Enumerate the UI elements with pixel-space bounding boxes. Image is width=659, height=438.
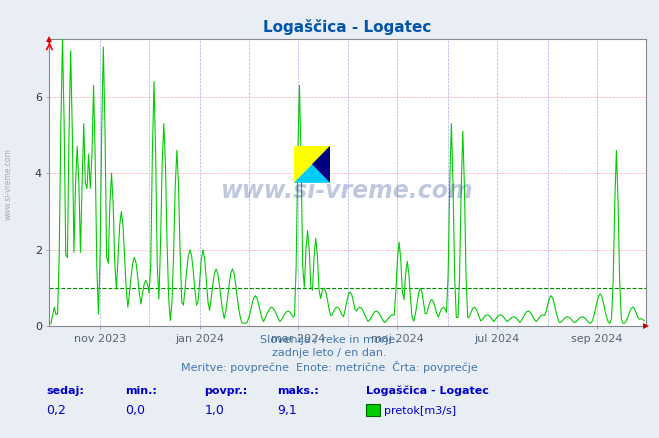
Text: www.si-vreme.com: www.si-vreme.com: [3, 148, 13, 220]
Polygon shape: [294, 145, 330, 183]
Text: povpr.:: povpr.:: [204, 386, 248, 396]
Text: zadnje leto / en dan.: zadnje leto / en dan.: [272, 348, 387, 358]
Text: 0,0: 0,0: [125, 404, 145, 417]
Text: Logaščica - Logatec: Logaščica - Logatec: [366, 386, 488, 396]
Text: 0,2: 0,2: [46, 404, 66, 417]
Polygon shape: [294, 145, 330, 183]
Polygon shape: [312, 145, 330, 183]
Text: min.:: min.:: [125, 386, 157, 396]
Text: pretok[m3/s]: pretok[m3/s]: [384, 406, 456, 416]
Text: Slovenija / reke in morje.: Slovenija / reke in morje.: [260, 335, 399, 345]
Text: 9,1: 9,1: [277, 404, 297, 417]
Text: 1,0: 1,0: [204, 404, 224, 417]
Text: Meritve: povprečne  Enote: metrične  Črta: povprečje: Meritve: povprečne Enote: metrične Črta:…: [181, 361, 478, 373]
Title: Logaščica - Logatec: Logaščica - Logatec: [264, 19, 432, 35]
Text: sedaj:: sedaj:: [46, 386, 84, 396]
Text: maks.:: maks.:: [277, 386, 318, 396]
Text: www.si-vreme.com: www.si-vreme.com: [221, 180, 474, 204]
